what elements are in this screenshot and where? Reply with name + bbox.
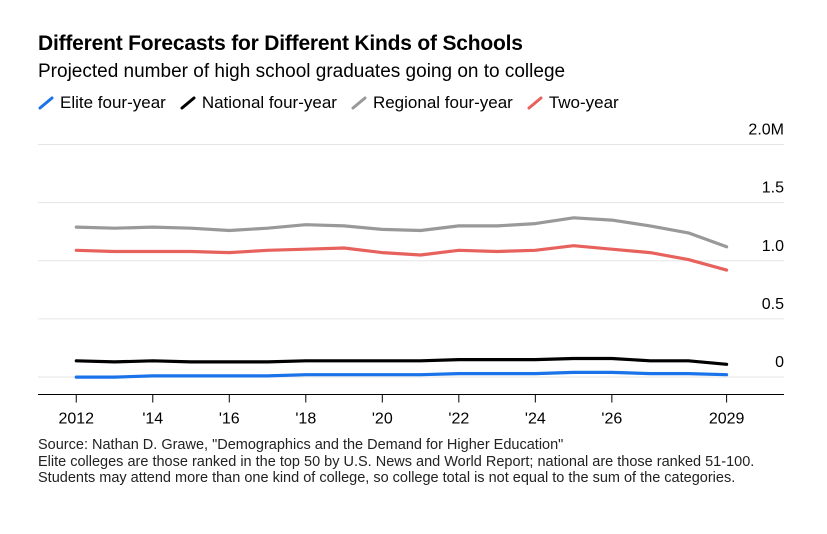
axes: 0 0.5 1.0 1.5 2.0M 2012 '14 '16 '18 '20 '22 '24 '26 2…	[38, 122, 784, 428]
legend-label-two-year: Two-year	[548, 93, 619, 112]
legend-swatch-elite	[38, 96, 54, 110]
line-chart: 0 0.5 1.0 1.5 2.0M 2012 '14 '16 '18 '20 '22 '24 '26 2…	[38, 122, 784, 428]
x-tick-label: 2012	[58, 411, 94, 428]
legend-item-regional: Regional four-year	[351, 93, 513, 113]
legend-swatch-two-year	[527, 96, 543, 110]
series-line-regional	[74, 216, 729, 249]
legend-item-national: National four-year	[180, 93, 337, 113]
chart-title: Different Forecasts for Different Kinds …	[38, 32, 523, 55]
series-line-two-year	[74, 244, 729, 272]
series-lines	[74, 216, 729, 379]
y-tick-label: 0	[775, 354, 784, 371]
grid-lines	[38, 144, 784, 378]
series-line-national	[74, 356, 729, 366]
x-tick-label: '18	[295, 411, 316, 428]
source-note: Source: Nathan D. Grawe, "Demographics a…	[38, 437, 564, 453]
legend-label-national: National four-year	[201, 93, 337, 112]
series-line-elite	[74, 370, 729, 379]
legend-swatch-regional	[351, 96, 367, 110]
x-tick-label: 2029	[709, 411, 745, 428]
legend-label-regional: Regional four-year	[372, 93, 513, 112]
legend-swatch-national	[180, 96, 196, 110]
definition-note: Elite colleges are those ranked in the t…	[38, 453, 755, 487]
legend-label-elite: Elite four-year	[60, 93, 166, 112]
x-tick-label: '26	[601, 411, 622, 428]
y-tick-label: 2.0M	[748, 122, 784, 139]
legend-item-two-year: Two-year	[527, 93, 619, 113]
x-tick-label: '22	[448, 411, 469, 428]
x-tick-label: '16	[219, 411, 240, 428]
legend-item-elite: Elite four-year	[38, 93, 166, 113]
chart-subtitle: Projected number of high school graduate…	[38, 61, 566, 82]
x-tick-label: '24	[525, 411, 546, 428]
x-tick-label: '14	[142, 411, 163, 428]
y-tick-label: 1.0	[762, 238, 784, 255]
y-tick-label: 0.5	[762, 296, 784, 313]
legend: Elite four-year National four-year Regio…	[38, 93, 633, 113]
footer-notes: Source: Nathan D. Grawe, "Demographics a…	[38, 437, 808, 487]
y-tick-label: 1.5	[762, 180, 784, 197]
x-tick-label: '20	[372, 411, 393, 428]
